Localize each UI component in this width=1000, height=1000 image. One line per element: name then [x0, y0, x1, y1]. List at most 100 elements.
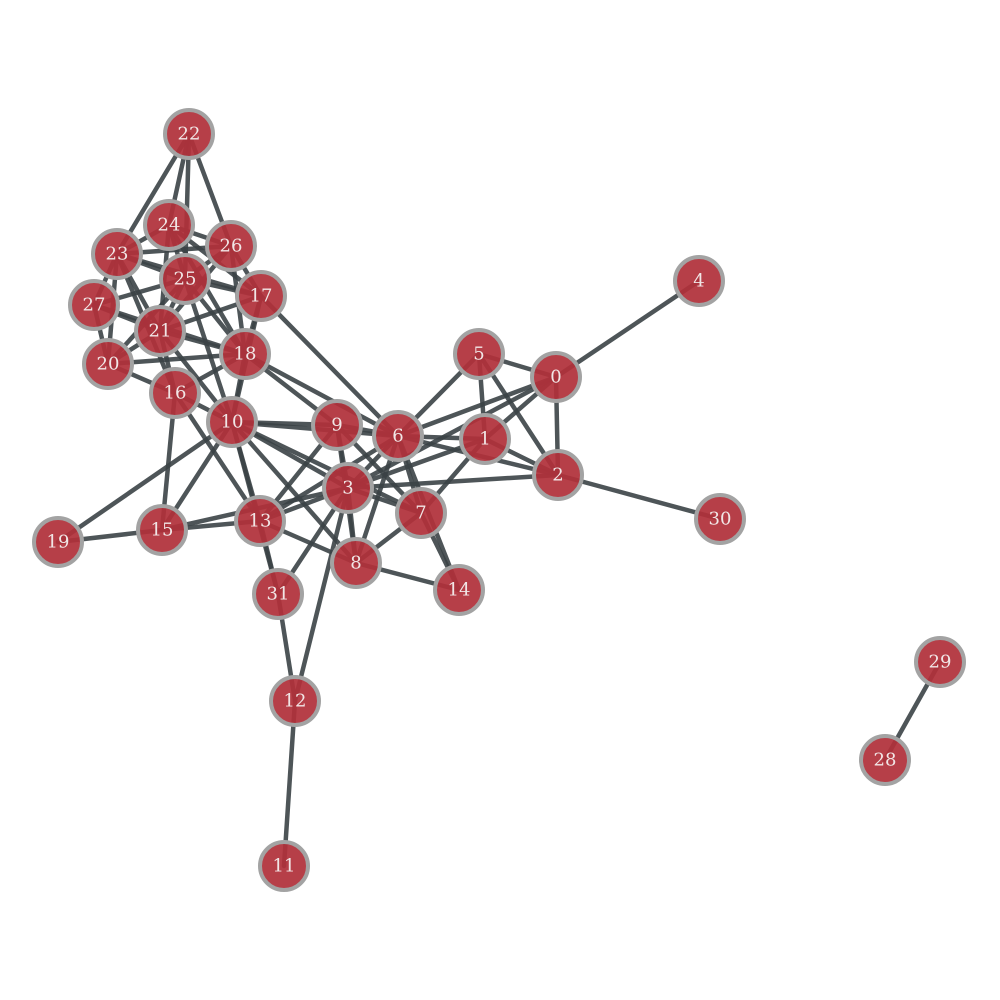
- node-label-26: 26: [220, 236, 243, 257]
- node-5: 5: [453, 328, 505, 380]
- node-label-18: 18: [234, 344, 257, 365]
- node-label-31: 31: [267, 584, 290, 605]
- node-27: 27: [68, 279, 120, 331]
- node-label-0: 0: [550, 367, 561, 388]
- node-circle-19: [32, 516, 84, 568]
- node-label-28: 28: [874, 750, 897, 771]
- node-4: 4: [673, 255, 725, 307]
- node-26: 26: [205, 220, 257, 272]
- node-circle-8: [330, 537, 382, 589]
- node-circle-23: [91, 228, 143, 280]
- node-label-24: 24: [158, 215, 181, 236]
- node-circle-26: [205, 220, 257, 272]
- node-circle-25: [159, 253, 211, 305]
- node-25: 25: [159, 253, 211, 305]
- edge-0-6: [395, 374, 559, 439]
- node-label-25: 25: [174, 269, 197, 290]
- edge-10-19: [55, 419, 235, 545]
- node-1: 1: [459, 413, 511, 465]
- node-label-19: 19: [47, 532, 70, 553]
- node-label-21: 21: [149, 321, 172, 342]
- node-29: 29: [914, 636, 966, 688]
- node-circle-18: [219, 328, 271, 380]
- edge-6-17: [258, 293, 401, 439]
- node-label-12: 12: [284, 691, 307, 712]
- node-circle-30: [694, 493, 746, 545]
- node-16: 16: [149, 367, 201, 419]
- node-circle-28: [859, 734, 911, 786]
- node-label-15: 15: [151, 520, 174, 541]
- node-18: 18: [219, 328, 271, 380]
- node-circle-10: [206, 396, 258, 448]
- node-label-5: 5: [473, 344, 484, 365]
- node-circle-2: [532, 449, 584, 501]
- node-circle-12: [269, 675, 321, 727]
- node-30: 30: [694, 493, 746, 545]
- edge-0-3: [345, 374, 559, 491]
- node-label-1: 1: [479, 429, 490, 450]
- node-circle-0: [530, 351, 582, 403]
- node-label-22: 22: [178, 124, 201, 145]
- node-0: 0: [530, 351, 582, 403]
- node-label-16: 16: [164, 383, 187, 404]
- node-6: 6: [372, 410, 424, 462]
- node-label-14: 14: [448, 580, 471, 601]
- node-circle-22: [163, 108, 215, 160]
- node-circle-24: [143, 199, 195, 251]
- node-label-7: 7: [415, 503, 426, 524]
- edge-7-10: [229, 419, 424, 516]
- node-circle-31: [252, 568, 304, 620]
- node-circle-6: [372, 410, 424, 462]
- node-9: 9: [311, 399, 363, 451]
- edge-6-18: [242, 351, 401, 439]
- node-23: 23: [91, 228, 143, 280]
- edge-2-30: [555, 472, 723, 522]
- edge-12-11: [281, 698, 298, 869]
- node-15: 15: [136, 504, 188, 556]
- node-circle-16: [149, 367, 201, 419]
- node-10: 10: [206, 396, 258, 448]
- edge-layer: [55, 131, 943, 869]
- node-layer: 0123456789101112131415161718192021222324…: [32, 108, 966, 892]
- node-label-3: 3: [342, 478, 353, 499]
- node-8: 8: [330, 537, 382, 589]
- edge-0-4: [553, 278, 702, 380]
- node-label-2: 2: [552, 465, 563, 486]
- node-17: 17: [235, 270, 287, 322]
- node-label-29: 29: [929, 652, 952, 673]
- node-circle-15: [136, 504, 188, 556]
- node-24: 24: [143, 199, 195, 251]
- node-circle-11: [258, 840, 310, 892]
- node-label-13: 13: [249, 511, 272, 532]
- node-circle-3: [322, 462, 374, 514]
- node-label-11: 11: [273, 856, 296, 877]
- node-circle-17: [235, 270, 287, 322]
- node-label-10: 10: [221, 412, 244, 433]
- node-label-6: 6: [392, 426, 403, 447]
- node-label-9: 9: [331, 415, 342, 436]
- node-label-8: 8: [350, 553, 361, 574]
- node-circle-20: [82, 338, 134, 390]
- node-31: 31: [252, 568, 304, 620]
- node-label-17: 17: [250, 286, 273, 307]
- node-label-30: 30: [709, 509, 732, 530]
- node-circle-29: [914, 636, 966, 688]
- node-circle-7: [395, 487, 447, 539]
- node-11: 11: [258, 840, 310, 892]
- node-7: 7: [395, 487, 447, 539]
- node-28: 28: [859, 734, 911, 786]
- node-label-23: 23: [106, 244, 129, 265]
- node-22: 22: [163, 108, 215, 160]
- node-21: 21: [134, 305, 186, 357]
- node-2: 2: [532, 449, 584, 501]
- edge-8-10: [229, 419, 359, 566]
- node-circle-21: [134, 305, 186, 357]
- edge-3-12: [292, 485, 351, 704]
- node-label-4: 4: [693, 271, 704, 292]
- node-circle-1: [459, 413, 511, 465]
- node-19: 19: [32, 516, 84, 568]
- node-circle-5: [453, 328, 505, 380]
- node-13: 13: [234, 495, 286, 547]
- node-circle-9: [311, 399, 363, 451]
